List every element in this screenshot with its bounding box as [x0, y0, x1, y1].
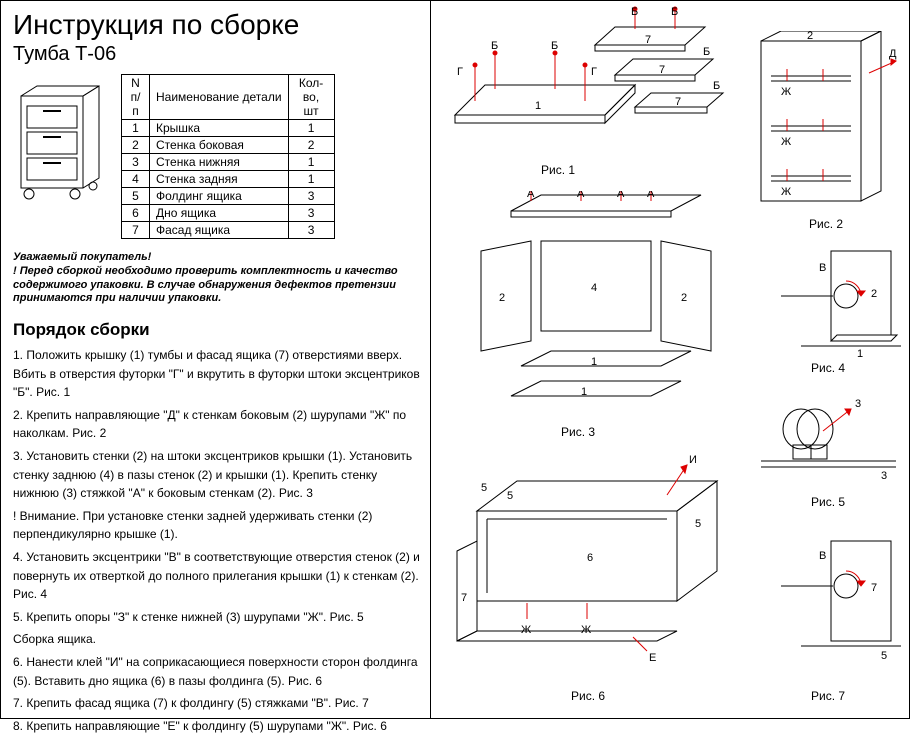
- step: Сборка ящика.: [13, 630, 424, 649]
- svg-text:2: 2: [499, 292, 505, 304]
- figure-5-label: Рис. 5: [811, 495, 845, 509]
- figure-7-label: Рис. 7: [811, 689, 845, 703]
- figure-1-diagram: Б Б Б Б Г Г 1 7 7 7 Б Б: [435, 5, 725, 175]
- svg-text:В: В: [819, 262, 826, 274]
- svg-text:3: 3: [881, 470, 887, 482]
- figure-2-label: Рис. 2: [809, 217, 843, 231]
- svg-text:2: 2: [681, 292, 687, 304]
- step: 3. Установить стенки (2) на штоки эксцен…: [13, 447, 424, 503]
- step: 5. Крепить опоры "З" к стенке нижней (3)…: [13, 608, 424, 627]
- assembly-heading: Порядок сборки: [13, 320, 424, 340]
- svg-text:7: 7: [675, 96, 681, 108]
- table-row: 7Фасад ящика3: [122, 222, 335, 239]
- cabinet-illustration: [13, 78, 113, 208]
- svg-text:2: 2: [807, 31, 813, 42]
- svg-text:5: 5: [881, 650, 887, 662]
- figure-2-diagram: 2 Д Ж Ж Ж: [751, 31, 901, 221]
- svg-text:5: 5: [507, 490, 513, 502]
- svg-text:Г: Г: [591, 66, 597, 78]
- figure-4-diagram: В 2 1: [761, 241, 901, 361]
- product-subtitle: Тумба Т-06: [13, 43, 424, 66]
- svg-text:Б: Б: [703, 46, 710, 58]
- svg-text:Е: Е: [649, 652, 656, 664]
- svg-text:Д: Д: [889, 48, 897, 60]
- col-header-name: Наименование детали: [150, 75, 289, 120]
- table-row: 5Фолдинг ящика3: [122, 188, 335, 205]
- page: Инструкция по сборке Тумба Т-06: [0, 0, 910, 719]
- svg-text:7: 7: [645, 34, 651, 46]
- svg-text:3: 3: [855, 398, 861, 410]
- table-row: 3Стенка нижняя1: [122, 154, 335, 171]
- parts-table: N п/п Наименование детали Кол-во, шт 1Кр…: [121, 74, 335, 239]
- svg-text:Ж: Ж: [781, 86, 791, 98]
- svg-text:Б: Б: [631, 6, 638, 18]
- figure-7-diagram: В 7 5: [761, 531, 901, 671]
- svg-text:5: 5: [481, 482, 487, 494]
- svg-text:Б: Б: [713, 80, 720, 92]
- step: 1. Положить крышку (1) тумбы и фасад ящи…: [13, 346, 424, 402]
- step: ! Внимание. При установке стенки задней …: [13, 507, 424, 544]
- notice-block: Уважаемый покупатель! ! Перед сборкой не…: [13, 251, 424, 306]
- svg-text:В: В: [819, 550, 826, 562]
- table-row: 1Крышка1: [122, 120, 335, 137]
- svg-text:Г: Г: [457, 66, 463, 78]
- svg-text:2: 2: [871, 288, 877, 300]
- table-row: 6Дно ящика3: [122, 205, 335, 222]
- svg-text:Ж: Ж: [781, 136, 791, 148]
- step: 2. Крепить направляющие "Д" к стенкам бо…: [13, 406, 424, 443]
- svg-text:1: 1: [591, 356, 597, 368]
- figure-6-label: Рис. 6: [571, 689, 605, 703]
- svg-text:1: 1: [857, 348, 863, 360]
- svg-text:Ж: Ж: [781, 186, 791, 198]
- notice-line1: Уважаемый покупатель!: [13, 251, 424, 265]
- svg-text:7: 7: [871, 582, 877, 594]
- col-header-num: N п/п: [122, 75, 150, 120]
- figure-5-diagram: 3 3: [751, 381, 901, 501]
- svg-text:4: 4: [591, 282, 597, 294]
- svg-text:А: А: [577, 191, 585, 200]
- svg-text:Ж: Ж: [581, 624, 591, 636]
- figure-3-diagram: А А А А 2 2 4 1 1: [441, 191, 741, 431]
- figure-3-label: Рис. 3: [561, 425, 595, 439]
- table-row: 4Стенка задняя1: [122, 171, 335, 188]
- svg-text:А: А: [647, 191, 655, 200]
- svg-text:5: 5: [695, 518, 701, 530]
- svg-text:6: 6: [587, 552, 593, 564]
- svg-text:1: 1: [535, 100, 541, 112]
- steps-list: 1. Положить крышку (1) тумбы и фасад ящи…: [13, 346, 424, 735]
- step: 8. Крепить направляющие "Е" к фолдингу (…: [13, 717, 424, 735]
- svg-text:И: И: [689, 454, 697, 466]
- svg-text:1: 1: [581, 386, 587, 398]
- col-header-qty: Кол-во, шт: [288, 75, 334, 120]
- parts-table-body: 1Крышка1 2Стенка боковая2 3Стенка нижняя…: [122, 120, 335, 239]
- table-row: 2Стенка боковая2: [122, 137, 335, 154]
- step: 4. Установить эксцентрики "В" в соответс…: [13, 548, 424, 604]
- svg-text:Б: Б: [671, 6, 678, 18]
- svg-text:А: А: [617, 191, 625, 200]
- notice-line2: ! Перед сборкой необходимо проверить ком…: [13, 265, 424, 306]
- svg-text:Б: Б: [491, 40, 498, 52]
- svg-text:7: 7: [461, 592, 467, 604]
- step: 6. Нанести клей "И" на соприкасающиеся п…: [13, 653, 424, 690]
- svg-text:Б: Б: [551, 40, 558, 52]
- step: 7. Крепить фасад ящика (7) к фолдингу (5…: [13, 694, 424, 713]
- figure-6-diagram: 5 5 5 6 7 И Ж Ж Е: [437, 451, 757, 681]
- svg-text:А: А: [527, 191, 535, 200]
- figure-1-label: Рис. 1: [541, 163, 575, 177]
- svg-text:Ж: Ж: [521, 624, 531, 636]
- figure-4-label: Рис. 4: [811, 361, 845, 375]
- svg-text:7: 7: [659, 64, 665, 76]
- left-column: Инструкция по сборке Тумба Т-06: [1, 1, 431, 718]
- page-title: Инструкция по сборке: [13, 9, 424, 41]
- header-row: N п/п Наименование детали Кол-во, шт 1Кр…: [13, 74, 424, 239]
- right-column: Б Б Б Б Г Г 1 7 7 7 Б Б Рис. 1: [431, 1, 909, 718]
